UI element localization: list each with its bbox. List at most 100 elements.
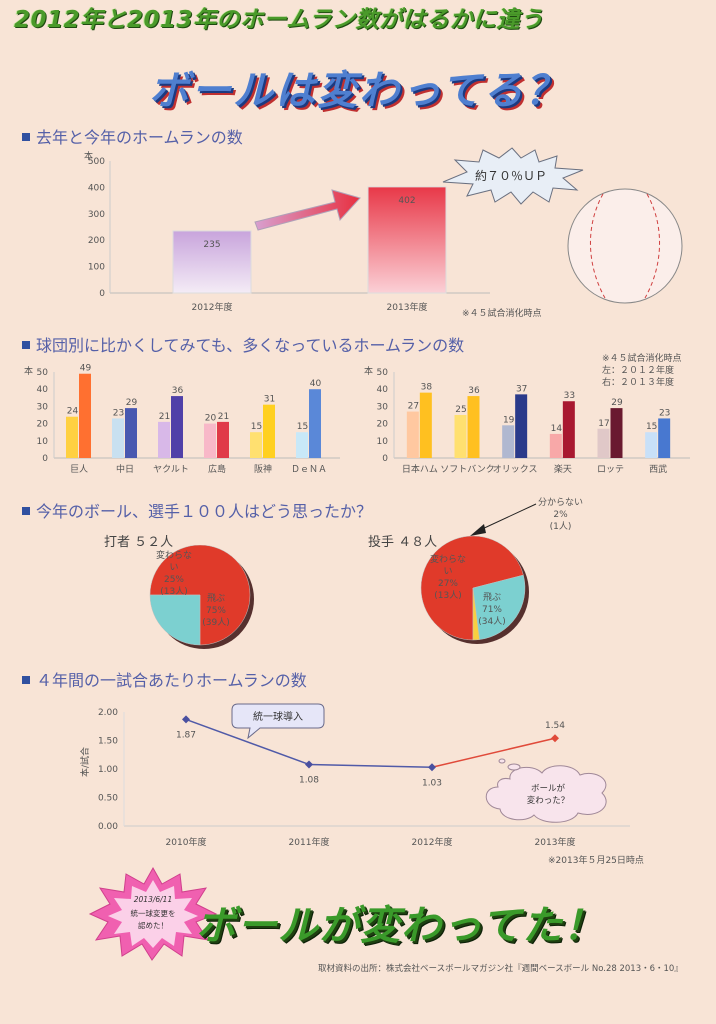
bar-value-label: 21 (218, 412, 229, 422)
x-tick-label: 広島 (208, 463, 226, 475)
pointer-arrow-icon (470, 503, 537, 536)
line-point (551, 734, 559, 743)
x-tick-label: 2012年度 (412, 836, 453, 848)
line-value-label: 1.54 (545, 721, 565, 731)
bar (158, 421, 170, 458)
bar-value-label: 17 (598, 419, 609, 429)
y-tick-label: 0 (382, 454, 388, 464)
pie-slice (472, 574, 526, 640)
callout-ball-changed-line2: 変わった？ (527, 795, 570, 806)
line-value-label: 1.87 (176, 730, 196, 740)
pie-slice-pct: 25% (164, 575, 184, 585)
x-tick-label: ヤクルト (153, 464, 189, 475)
burst-date: 2013/6/11 (134, 895, 172, 904)
y-tick-label: 50 (37, 368, 49, 378)
y-tick-label: 1.50 (98, 737, 118, 747)
x-tick-label: 巨人 (70, 464, 88, 475)
y-tick-label: 100 (88, 263, 105, 273)
section-heading-text: 今年のボール、選手１００人はどう思ったか？ (36, 502, 373, 521)
x-tick-label: 2011年度 (289, 836, 330, 848)
y-tick-label: 10 (37, 437, 49, 447)
y-tick-label: 0 (99, 289, 105, 299)
line-segment (308, 763, 433, 769)
y-tick-label: 200 (88, 236, 105, 246)
y-tick-label: 2.00 (98, 708, 118, 718)
bar (172, 230, 252, 294)
conclusion-title: ボールが変わってた！ (196, 903, 604, 949)
bar (419, 392, 432, 458)
bar (125, 408, 137, 458)
x-tick-label: 阪神 (254, 463, 272, 475)
bullet-square-icon (22, 507, 30, 515)
bar-value-label: 15 (646, 422, 657, 432)
y-tick-label: 30 (377, 402, 389, 412)
pie-slice (472, 587, 480, 641)
y-tick-label: 20 (377, 420, 389, 430)
callout-ball-changed-line1: ボールが (531, 783, 566, 794)
pie-slice (149, 594, 201, 646)
bar (171, 396, 183, 458)
y-axis-unit: 本 (364, 365, 373, 377)
y-tick-label: 40 (377, 385, 389, 395)
x-tick-label: 2010年度 (166, 836, 207, 848)
pie-slice-label: 変わらな (156, 549, 192, 561)
bar-value-label: 235 (203, 240, 220, 250)
pie-slice-count: (13人) (434, 590, 461, 601)
bar-value-label: 36 (468, 386, 480, 396)
pie-slice-count: (34人) (478, 616, 505, 627)
y-tick-label: 0.50 (98, 794, 118, 804)
bar (645, 432, 658, 458)
section-heading-survey: 今年のボール、選手１００人はどう思ったか？ (22, 498, 372, 522)
page-subtitle: 2012年と2013年のホームラン数がはるかに違う (14, 7, 544, 33)
callout-unified-ball: 統一球導入 (231, 703, 325, 740)
bar (610, 408, 623, 458)
bar (562, 401, 575, 458)
line-segment (431, 737, 556, 769)
bullet-square-icon (22, 133, 30, 141)
increase-badge-text: 約７０％ＵＰ (475, 168, 547, 183)
bar (204, 423, 216, 458)
unknown-pct: 2% (553, 510, 568, 520)
x-tick-label: 中日 (116, 463, 134, 475)
bar-value-label: 40 (310, 379, 322, 389)
team-note-line: ※４５試合消化時点 (602, 354, 682, 364)
bar-value-label: 14 (551, 424, 563, 434)
y-tick-label: 1.00 (98, 765, 118, 775)
pie-slice-label: い (169, 563, 178, 573)
bar-value-label: 36 (172, 386, 184, 396)
bar (263, 404, 275, 458)
unknown-annotation: 分からない 2% (1人) (538, 497, 583, 533)
section-heading-teams: 球団別に比かくしてみても、多くなっているホームランの数 (22, 332, 464, 356)
y-tick-label: 500 (88, 157, 105, 167)
pie-slice-label: 変わらな (430, 553, 466, 565)
section-heading-pergame: ４年間の一試合あたりホームランの数 (22, 667, 307, 691)
pie-slice-label: 飛ぶ (483, 592, 501, 603)
bar-value-label: 21 (159, 412, 170, 422)
bar-value-label: 25 (455, 405, 466, 415)
pie-slice-label: い (443, 567, 452, 577)
pie-slice-count: (39人) (202, 617, 229, 628)
bar-value-label: 15 (297, 422, 308, 432)
baseball-icon (567, 188, 683, 304)
y-tick-label: 50 (377, 368, 389, 378)
bar-value-label: 27 (408, 402, 419, 412)
bullet-square-icon (22, 676, 30, 684)
x-tick-label: 日本ハム (402, 463, 438, 475)
y-tick-label: 400 (88, 183, 105, 193)
x-tick-label: ＤｅＮＡ (291, 465, 327, 475)
per-game-note: ※2013年５月25日時点 (548, 856, 644, 866)
bar (658, 418, 671, 458)
bar-value-label: 19 (503, 415, 515, 425)
pie-slice-pct: 27% (438, 579, 458, 589)
pie-slice (149, 545, 251, 646)
burst-line3: 認めた！ (138, 920, 168, 930)
bar-value-label: 29 (611, 398, 623, 408)
increase-arrow-icon (254, 189, 361, 231)
x-tick-label: ソフトバンク (440, 464, 494, 475)
x-tick-label: オリックス (493, 464, 538, 475)
y-axis-unit: 本 (84, 150, 93, 162)
